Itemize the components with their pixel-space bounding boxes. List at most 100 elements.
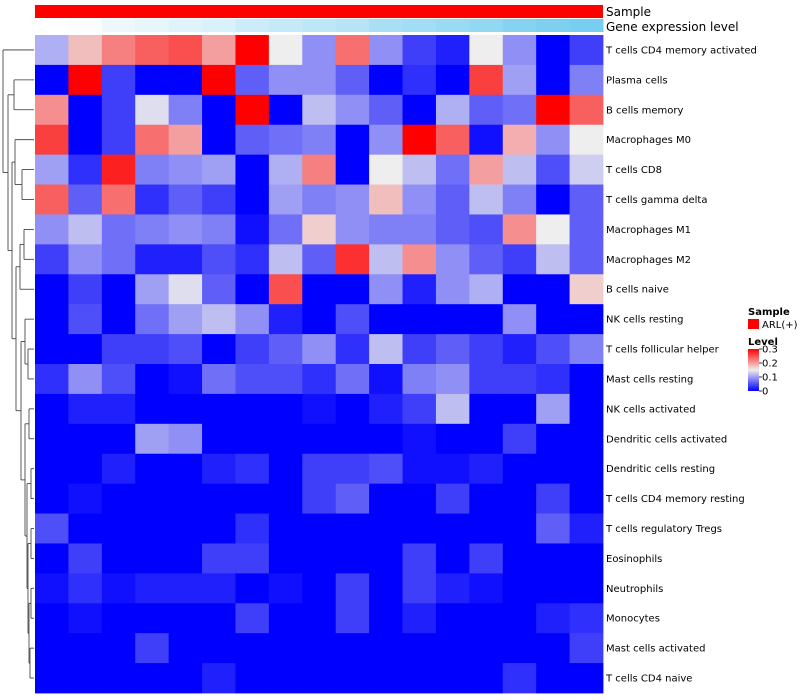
heatmap-cell	[402, 124, 437, 156]
heatmap-cell	[435, 483, 470, 514]
heatmap-cell	[302, 154, 337, 185]
heatmap-cell	[569, 304, 604, 335]
heatmap-cell	[402, 304, 437, 335]
heatmap-cell	[435, 64, 470, 96]
row-label: Plasma cells	[606, 75, 668, 86]
heatmap-cell	[168, 663, 203, 694]
heatmap-cell	[402, 423, 437, 455]
heatmap-cell	[469, 304, 504, 335]
heatmap-cell	[68, 513, 103, 544]
expression-annotation-cell	[569, 19, 604, 32]
heatmap-cell	[569, 214, 604, 245]
heatmap-cell	[202, 573, 236, 604]
heatmap-cell	[235, 423, 270, 455]
heatmap-cell	[302, 453, 337, 485]
heatmap-cell	[435, 573, 470, 604]
legend-tick-label: 0.3	[762, 345, 778, 356]
heatmap-cell	[302, 334, 337, 365]
annotation-labels: Sample Gene expression level	[606, 5, 739, 34]
heatmap-cell	[101, 304, 136, 335]
legend-tick-label: 0	[762, 387, 768, 398]
heatmap-cell	[302, 603, 337, 634]
heatmap-cell	[268, 603, 303, 634]
heatmap-cell	[569, 35, 604, 66]
expression-annotation-cell	[268, 19, 303, 32]
heatmap-cell	[268, 633, 303, 664]
heatmap-cell	[35, 423, 69, 455]
heatmap-cell	[101, 35, 136, 66]
heatmap-cell	[435, 334, 470, 365]
heatmap-cell	[101, 423, 136, 455]
heatmap-cell	[502, 513, 537, 544]
annotation-label-expression: Gene expression level	[606, 20, 739, 34]
heatmap-cell	[35, 483, 69, 514]
heatmap-cell	[35, 304, 69, 335]
row-label: T cells CD4 memory activated	[605, 45, 757, 56]
expression-annotation-cell	[35, 19, 69, 32]
heatmap-cell	[168, 64, 203, 96]
heatmap-cell	[135, 64, 170, 96]
heatmap-cell	[202, 603, 236, 634]
heatmap-cell	[202, 393, 236, 425]
heatmap-cell	[268, 154, 303, 185]
heatmap-cell	[202, 663, 236, 694]
heatmap-cell	[101, 364, 136, 395]
heatmap-cell	[536, 244, 570, 275]
heatmap-cell	[235, 124, 270, 156]
heatmap-cell	[35, 124, 69, 156]
heatmap-cell	[35, 453, 69, 485]
heatmap-cell	[168, 244, 203, 275]
heatmap-cell	[569, 543, 604, 574]
heatmap-cell	[469, 663, 504, 694]
heatmap-cell	[335, 453, 370, 485]
heatmap-cell	[202, 35, 236, 66]
heatmap-cell	[268, 364, 303, 395]
legend-level-title: Level	[748, 337, 778, 348]
heatmap-cell	[435, 244, 470, 275]
heatmap-cell	[469, 513, 504, 544]
heatmap-cell	[536, 94, 570, 126]
heatmap-cell	[569, 663, 604, 694]
heatmap-cell	[402, 513, 437, 544]
heatmap-cell	[369, 94, 403, 126]
row-label: Macrophages M2	[606, 255, 691, 266]
heatmap-cell	[235, 543, 270, 574]
row-labels: T cells CD4 memory activated Plasma cells…	[605, 45, 757, 684]
heatmap-cell	[168, 513, 203, 544]
heatmap-cell	[202, 244, 236, 275]
heatmap-cell	[101, 633, 136, 664]
heatmap-cell	[569, 453, 604, 485]
heatmap-cell	[435, 274, 470, 305]
heatmap-cell	[435, 35, 470, 66]
heatmap-cell	[569, 603, 604, 634]
legend-sample-title: Sample	[748, 307, 790, 318]
heatmap-cell	[168, 603, 203, 634]
heatmap-cell	[569, 94, 604, 126]
heatmap-cell	[435, 453, 470, 485]
heatmap-cell	[168, 274, 203, 305]
heatmap-cell	[35, 513, 69, 544]
row-label: T cells regulatory Tregs	[605, 524, 722, 535]
heatmap-cell	[135, 453, 170, 485]
heatmap-cell	[302, 663, 337, 694]
heatmap-cell	[101, 663, 136, 694]
heatmap-cell	[235, 663, 270, 694]
heatmap-cell	[235, 64, 270, 96]
heatmap-cell	[202, 124, 236, 156]
heatmap-cell	[135, 94, 170, 126]
row-label: NK cells activated	[606, 404, 696, 415]
heatmap-cell	[502, 35, 537, 66]
heatmap-cell	[369, 423, 403, 455]
heatmap-cell	[569, 633, 604, 664]
heatmap-cell	[35, 393, 69, 425]
heatmap-cell	[335, 663, 370, 694]
heatmap-cell	[369, 154, 403, 185]
heatmap-cell	[469, 214, 504, 245]
heatmap-cell	[35, 184, 69, 215]
heatmap-cell	[536, 334, 570, 365]
heatmap-cell	[369, 513, 403, 544]
heatmap-cell	[135, 483, 170, 514]
heatmap-cell	[68, 364, 103, 395]
heatmap-cell	[569, 124, 604, 156]
heatmap-cell	[402, 573, 437, 604]
